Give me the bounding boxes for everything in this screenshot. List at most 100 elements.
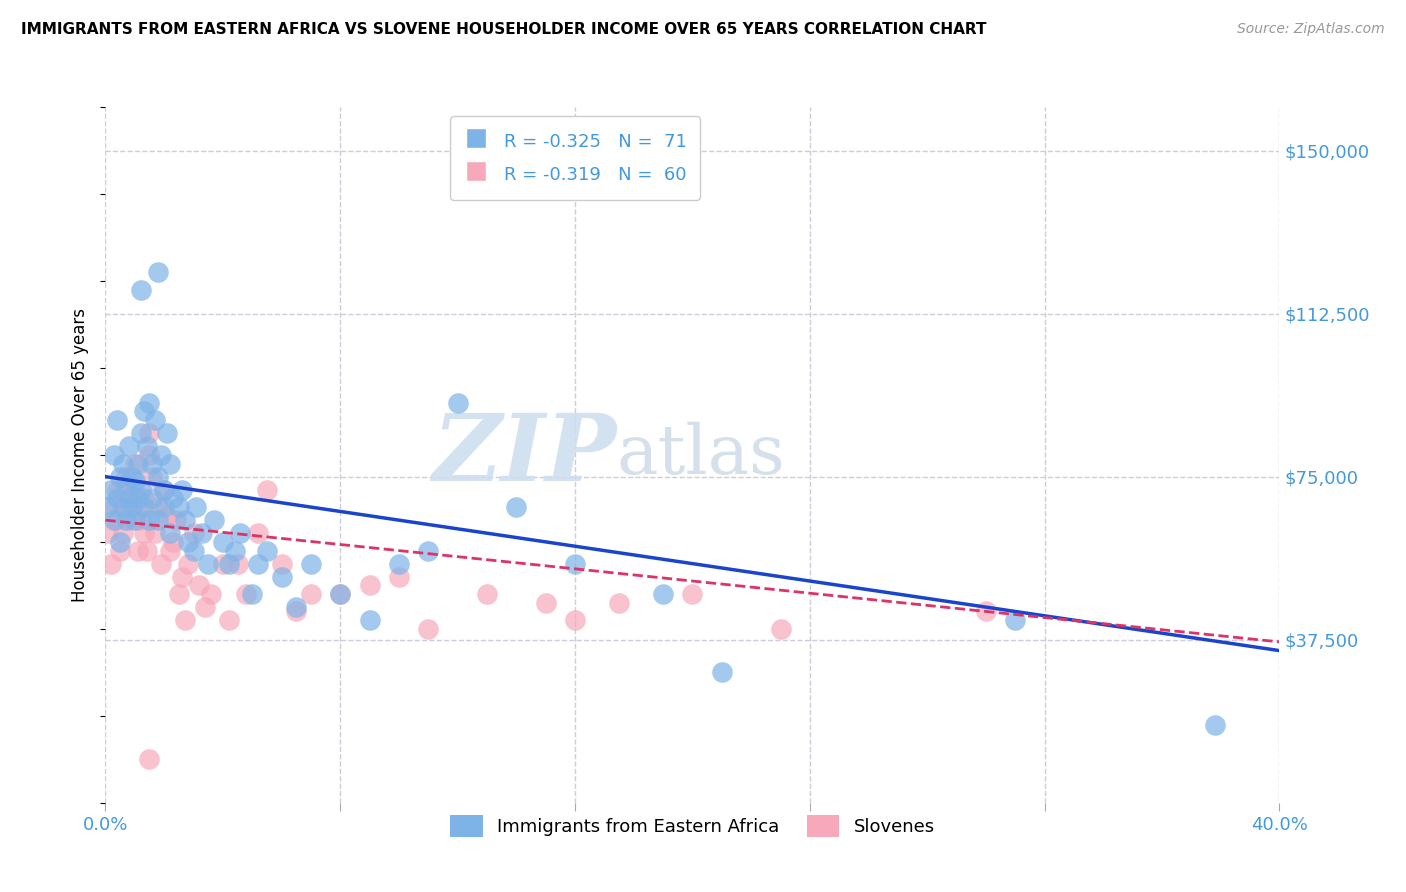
Point — [256, 483, 278, 497]
Point — [118, 478, 141, 492]
Point — [112, 491, 135, 506]
Point — [105, 491, 128, 506]
Point — [156, 508, 179, 523]
Point — [162, 534, 184, 549]
Point — [108, 534, 131, 549]
Point — [769, 622, 792, 636]
Point — [359, 613, 381, 627]
Point — [153, 483, 176, 497]
Point — [124, 483, 146, 497]
Point — [224, 543, 246, 558]
Point — [170, 483, 193, 497]
Point — [112, 457, 135, 471]
Point — [165, 513, 187, 527]
Point — [108, 469, 131, 483]
Point — [103, 448, 125, 462]
Point — [200, 587, 222, 601]
Point — [388, 570, 411, 584]
Point — [138, 448, 160, 462]
Point — [235, 587, 257, 601]
Point — [124, 513, 146, 527]
Point — [115, 478, 138, 492]
Point — [138, 426, 160, 441]
Point — [186, 500, 208, 514]
Point — [132, 491, 155, 506]
Point — [97, 526, 120, 541]
Point — [167, 500, 190, 514]
Point — [505, 500, 527, 514]
Point — [132, 404, 155, 418]
Point — [156, 426, 179, 441]
Point — [256, 543, 278, 558]
Point — [100, 483, 122, 497]
Point — [682, 587, 704, 601]
Point — [285, 605, 308, 619]
Point — [127, 543, 149, 558]
Point — [218, 557, 240, 571]
Point — [124, 474, 146, 488]
Point — [153, 483, 176, 497]
Point — [132, 526, 155, 541]
Point — [100, 557, 122, 571]
Text: Source: ZipAtlas.com: Source: ZipAtlas.com — [1237, 22, 1385, 37]
Point — [710, 665, 733, 680]
Point — [108, 543, 131, 558]
Point — [188, 578, 211, 592]
Point — [141, 491, 163, 506]
Point — [564, 557, 586, 571]
Point — [218, 613, 240, 627]
Point — [270, 557, 292, 571]
Point — [148, 513, 170, 527]
Point — [247, 557, 270, 571]
Point — [153, 500, 176, 514]
Point — [118, 491, 141, 506]
Point — [141, 469, 163, 483]
Text: IMMIGRANTS FROM EASTERN AFRICA VS SLOVENE HOUSEHOLDER INCOME OVER 65 YEARS CORRE: IMMIGRANTS FROM EASTERN AFRICA VS SLOVEN… — [21, 22, 987, 37]
Point — [129, 283, 152, 297]
Point — [176, 534, 198, 549]
Point — [229, 526, 252, 541]
Point — [127, 457, 149, 471]
Legend: Immigrants from Eastern Africa, Slovenes: Immigrants from Eastern Africa, Slovenes — [441, 805, 943, 846]
Point — [285, 600, 308, 615]
Point — [129, 513, 152, 527]
Point — [150, 448, 173, 462]
Point — [167, 587, 190, 601]
Point — [359, 578, 381, 592]
Point — [112, 500, 135, 514]
Point — [159, 543, 181, 558]
Point — [173, 613, 195, 627]
Point — [138, 752, 160, 766]
Point — [974, 605, 997, 619]
Point — [127, 491, 149, 506]
Point — [135, 543, 157, 558]
Point — [564, 613, 586, 627]
Point — [197, 557, 219, 571]
Point — [97, 500, 120, 514]
Point — [148, 469, 170, 483]
Point — [121, 469, 143, 483]
Point — [115, 513, 138, 527]
Point — [211, 534, 233, 549]
Point — [148, 500, 170, 514]
Point — [138, 395, 160, 409]
Point — [115, 469, 138, 483]
Point — [159, 457, 181, 471]
Point — [121, 513, 143, 527]
Point — [103, 513, 125, 527]
Point — [129, 500, 152, 514]
Point — [118, 439, 141, 453]
Point — [418, 543, 440, 558]
Point — [105, 513, 128, 527]
Point — [138, 513, 160, 527]
Point — [129, 426, 152, 441]
Point — [202, 513, 225, 527]
Point — [194, 600, 217, 615]
Point — [159, 526, 181, 541]
Point — [652, 587, 675, 601]
Point — [105, 413, 128, 427]
Point — [132, 500, 155, 514]
Point — [124, 457, 146, 471]
Point — [162, 491, 184, 506]
Point — [143, 413, 166, 427]
